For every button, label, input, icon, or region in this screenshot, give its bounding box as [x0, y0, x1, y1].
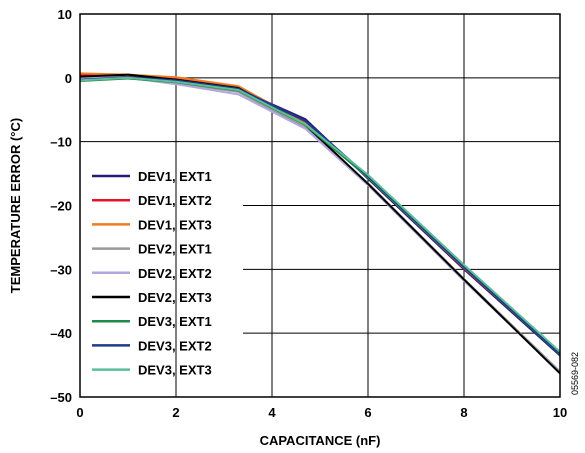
- y-tick-label: –20: [50, 199, 72, 214]
- x-tick-label: 4: [268, 405, 276, 420]
- series-line-dev3-ext3: [79, 76, 561, 353]
- x-tick-label: 10: [553, 405, 567, 420]
- legend-label: DEV1, EXT3: [138, 217, 212, 232]
- legend-label: DEV2, EXT3: [138, 290, 212, 305]
- y-tick-label: –40: [50, 326, 72, 341]
- legend-label: DEV2, EXT2: [138, 266, 212, 281]
- legend-label: DEV1, EXT1: [138, 169, 212, 184]
- y-tick-label: 0: [65, 71, 72, 86]
- legend-label: DEV1, EXT2: [138, 193, 212, 208]
- y-axis-title: TEMPERATURE ERROR (°C): [8, 118, 23, 293]
- y-tick-label: –50: [50, 390, 72, 405]
- series-line-dev1-ext3: [79, 72, 561, 354]
- x-axis-title: CAPACITANCE (nF): [260, 433, 381, 448]
- legend-label: DEV2, EXT1: [138, 242, 212, 257]
- legend: DEV1, EXT1 DEV1, EXT2 DEV1, EXT3 DEV2, EXT1…: [92, 169, 212, 378]
- series-lines: [79, 72, 561, 375]
- y-tick-label: 10: [58, 7, 72, 22]
- series-line-dev3-ext1: [79, 77, 561, 355]
- x-tick-label: 6: [364, 405, 371, 420]
- y-tick-label: –10: [50, 135, 72, 150]
- y-tick-label: –30: [50, 262, 72, 277]
- x-tick-label: 0: [76, 405, 83, 420]
- y-tick-labels: 10 0 –10 –20 –30 –40 –50: [50, 7, 72, 405]
- legend-label: DEV3, EXT2: [138, 338, 212, 353]
- x-tick-label: 2: [172, 405, 179, 420]
- series-line-dev1-ext2: [79, 73, 561, 355]
- figure-id-label: 05569-082: [570, 352, 580, 395]
- series-line-dev3-ext2: [79, 76, 561, 355]
- x-tick-labels: 0 2 4 6 8 10: [76, 405, 567, 420]
- plot-frame: [79, 13, 561, 398]
- legend-label: DEV3, EXT3: [138, 363, 212, 378]
- x-tick-label: 8: [460, 405, 467, 420]
- legend-label: DEV3, EXT1: [138, 314, 212, 329]
